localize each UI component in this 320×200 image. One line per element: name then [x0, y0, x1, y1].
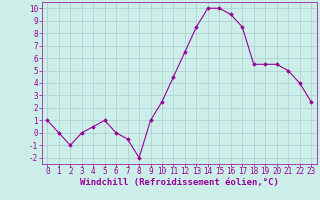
X-axis label: Windchill (Refroidissement éolien,°C): Windchill (Refroidissement éolien,°C): [80, 178, 279, 187]
